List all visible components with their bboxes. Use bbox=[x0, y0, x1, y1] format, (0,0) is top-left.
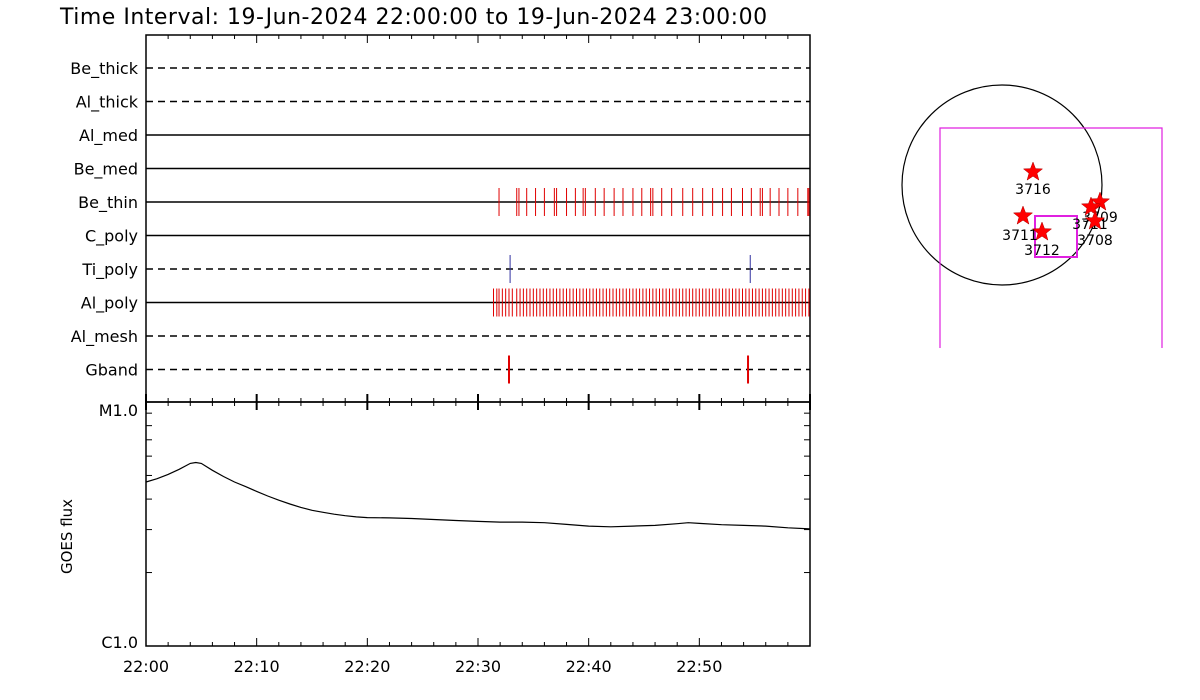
channel-label-c_poly: C_poly bbox=[85, 227, 138, 247]
fov-box-small bbox=[1034, 215, 1078, 258]
region-label-3708: 3708 bbox=[1077, 233, 1113, 249]
fov-box-large bbox=[939, 127, 1163, 348]
x-tick-label: 22:10 bbox=[234, 657, 280, 676]
solar-disk bbox=[901, 84, 1103, 286]
x-tick-label: 22:00 bbox=[123, 657, 169, 676]
channel-label-be_thick: Be_thick bbox=[70, 59, 138, 79]
region-label-3712: 3712 bbox=[1024, 243, 1060, 259]
x-tick-label: 22:40 bbox=[566, 657, 612, 676]
solar-map: 371637123711370937113708 bbox=[901, 84, 1163, 348]
channel-label-al_poly: Al_poly bbox=[81, 294, 138, 314]
x-tick-label: 22:50 bbox=[676, 657, 722, 676]
region-label-3716: 3716 bbox=[1015, 182, 1051, 198]
channel-label-al_thick: Al_thick bbox=[76, 93, 139, 113]
region-label-3711: 3711 bbox=[1002, 228, 1038, 244]
region-star-3711 bbox=[1080, 196, 1102, 216]
region-star-3708 bbox=[1084, 210, 1106, 230]
page-title: Time Interval: 19-Jun-2024 22:00:00 to 1… bbox=[59, 5, 768, 30]
channel-label-be_med: Be_med bbox=[74, 160, 138, 180]
channel-label-ti_poly: Ti_poly bbox=[81, 260, 138, 280]
goes-y-bottom-label: C1.0 bbox=[101, 633, 138, 652]
goes-flux-line bbox=[145, 461, 811, 530]
region-star-3709 bbox=[1089, 191, 1111, 211]
channel-label-gband: Gband bbox=[85, 361, 138, 380]
channel-label-al_med: Al_med bbox=[79, 126, 138, 146]
region-star-3712 bbox=[1031, 221, 1053, 241]
channel-label-be_thin: Be_thin bbox=[78, 193, 138, 213]
region-star-3711 bbox=[1012, 205, 1034, 225]
timeline-panel: Be_thick Al_thick Al_med Be_med Be_thin C_pol… bbox=[70, 34, 811, 403]
goes-y-top-label: M1.0 bbox=[99, 401, 138, 420]
x-tick-label: 22:20 bbox=[344, 657, 390, 676]
goes-ylabel: GOES flux bbox=[58, 499, 76, 574]
region-star-3716 bbox=[1022, 161, 1044, 181]
channel-label-al_mesh: Al_mesh bbox=[71, 327, 138, 347]
goes-panel: M1.0 C1.0 GOES flux 22:00 22:10 22:20 22:30… bbox=[58, 35, 811, 676]
x-tick-label: 22:30 bbox=[455, 657, 501, 676]
timeline-frame bbox=[145, 34, 811, 403]
